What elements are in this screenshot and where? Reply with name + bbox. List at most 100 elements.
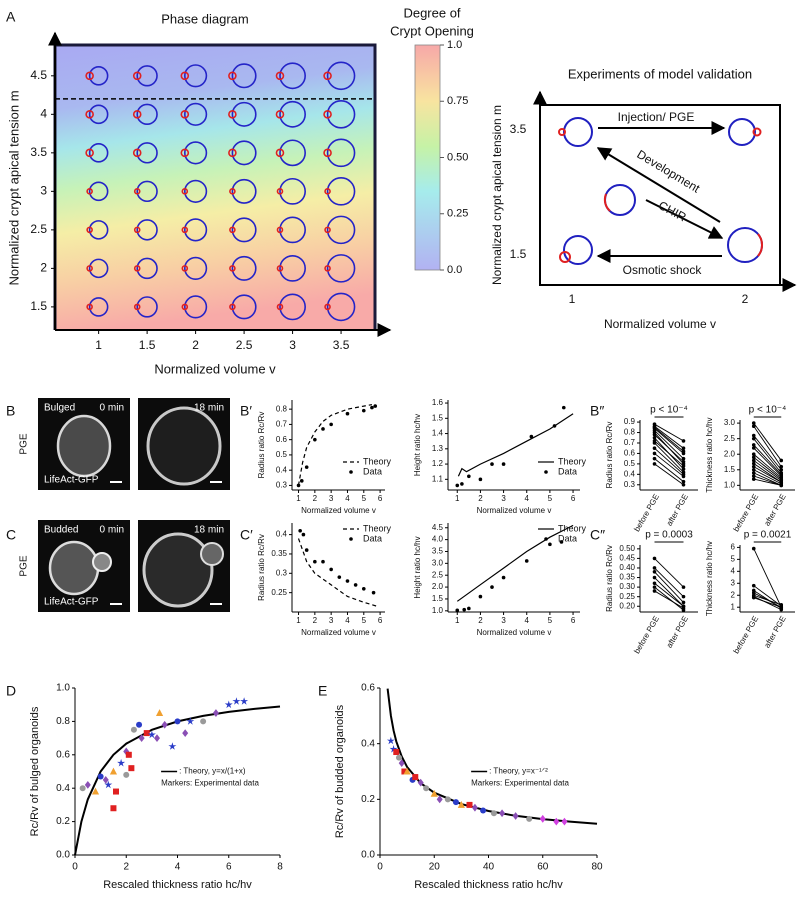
data-point	[751, 433, 756, 438]
y-tick-label: 1.6	[432, 398, 444, 407]
panel-label: D	[6, 683, 16, 699]
x-tick-label: 40	[483, 862, 495, 873]
data-point	[113, 788, 119, 795]
data-point	[559, 540, 564, 544]
data-point	[403, 767, 411, 775]
data-point	[232, 697, 241, 705]
y-tick-label: 0.5	[624, 459, 636, 468]
y-tick-label: 0.8	[276, 404, 288, 413]
data-point	[490, 462, 494, 466]
colorbar-tick-label: 0.50	[447, 151, 468, 163]
y-tick-label: 3.0	[724, 418, 736, 427]
data-point	[652, 566, 657, 570]
data-point	[751, 474, 756, 478]
colorbar	[414, 44, 441, 271]
data-point	[652, 589, 657, 593]
y-tick-label: 6	[731, 543, 736, 552]
organoid-bud	[200, 542, 224, 566]
data-point	[212, 709, 219, 717]
data-point	[337, 575, 342, 579]
data-point	[84, 780, 91, 789]
y-tick-label: 0.25	[271, 588, 287, 597]
data-point	[423, 785, 430, 792]
crypt-cap	[181, 265, 189, 272]
tick-label: 1.5	[510, 247, 527, 261]
data-point	[102, 775, 109, 784]
crypt-cap	[276, 303, 284, 311]
data-point	[779, 464, 784, 469]
data-point	[652, 432, 657, 437]
axis-label: Radius ratio Rc/Rv	[605, 545, 614, 612]
data-point	[480, 807, 487, 814]
legend-label: : Theory, y=x/(1+x)	[179, 767, 246, 776]
organoid	[48, 540, 100, 596]
organoid-shape	[279, 293, 306, 321]
organoid-shape	[231, 255, 257, 281]
crypt-cap	[86, 265, 93, 272]
data-point	[200, 718, 207, 725]
legend-label: : Theory, y=x⁻¹ᐟ²	[489, 767, 548, 776]
crypt-cap	[86, 188, 93, 195]
axis-label: Normalized volume v	[477, 628, 552, 637]
organoid-shape	[184, 102, 208, 126]
y-tick-label: 0.50	[619, 544, 635, 553]
data-point	[117, 758, 126, 767]
data-point	[466, 801, 473, 808]
data-point	[361, 586, 366, 591]
organoid-shape	[136, 219, 158, 241]
y-tick-label: 0.8	[624, 428, 636, 437]
y-tick-label: 0.6	[624, 449, 636, 458]
data-point	[168, 742, 177, 750]
data-point	[430, 789, 438, 797]
pair-line	[753, 478, 782, 486]
crypt-cap	[180, 71, 190, 81]
x-tick-label: 6	[571, 616, 576, 625]
organoid	[142, 532, 214, 608]
phase-background	[55, 45, 375, 330]
pair-line	[753, 435, 782, 471]
data-point	[652, 556, 657, 561]
y-tick-label: 0.45	[619, 554, 635, 563]
data-point	[186, 717, 195, 725]
x-tick-label: 0	[377, 862, 383, 873]
axis-label: Normalized volume v	[604, 317, 716, 331]
tick-label: 1	[569, 292, 576, 306]
legend-label: Theory	[363, 456, 392, 466]
pair-line	[753, 469, 782, 485]
axis-label: Height ratio hc/hv	[413, 536, 422, 598]
data-point	[652, 575, 657, 580]
organoid-shape	[184, 218, 208, 242]
data-point	[155, 709, 164, 717]
data-point	[304, 465, 309, 469]
data-point	[779, 605, 784, 610]
pair-line	[753, 453, 782, 478]
data-point	[751, 446, 756, 450]
crypt-cap	[229, 303, 236, 311]
data-point	[681, 606, 686, 610]
y-tick-label: 1.0	[56, 683, 70, 694]
data-point	[313, 559, 317, 564]
data-point	[652, 462, 657, 466]
pair-line	[654, 453, 684, 477]
data-point	[386, 736, 395, 745]
data-point	[553, 817, 560, 826]
data-point	[104, 780, 113, 789]
data-point	[154, 734, 160, 742]
organoid-shape	[326, 215, 356, 245]
tick-label: 2	[742, 292, 749, 306]
organoid-shape	[136, 296, 158, 318]
data-point	[652, 585, 657, 589]
x-tick-label: 2	[478, 616, 483, 625]
y-tick-label: 0.3	[276, 481, 288, 490]
organoid-shape	[326, 292, 356, 322]
pair-line	[753, 444, 782, 475]
y-tick-label: 1.2	[432, 459, 444, 468]
data-point	[751, 424, 756, 429]
data-point	[652, 446, 657, 451]
condition-label: PGE	[19, 433, 30, 454]
data-point	[370, 405, 374, 410]
data-point	[452, 799, 459, 806]
panel-label: C	[6, 527, 16, 543]
y-tick-label: 0.6	[361, 683, 375, 694]
x-tick-label: 3	[501, 494, 506, 503]
